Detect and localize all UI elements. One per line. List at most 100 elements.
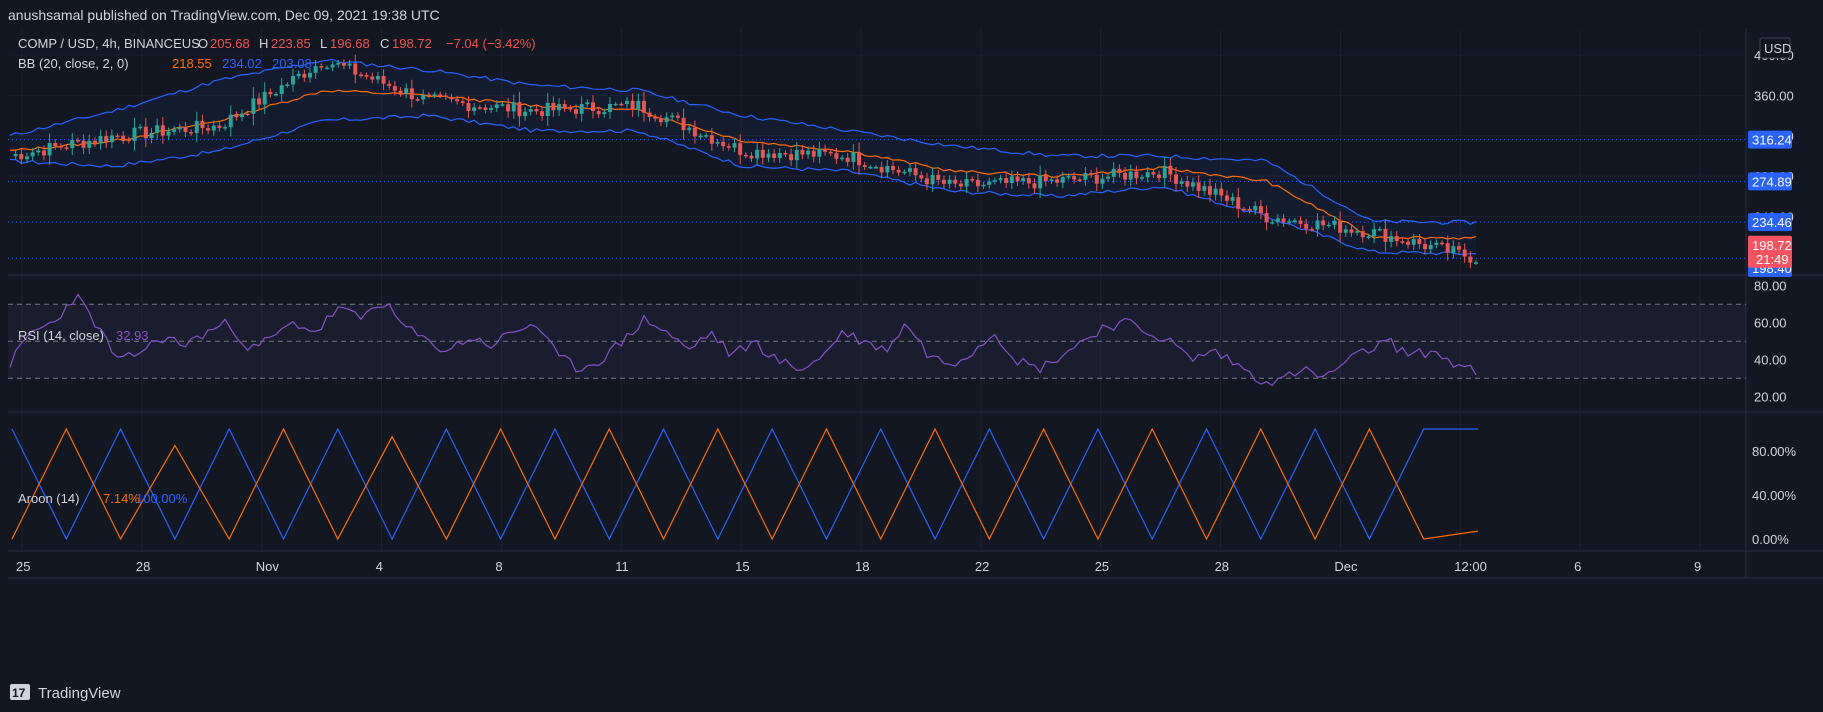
ohlc-low-value: 196.68 (330, 36, 370, 51)
currency-label: USD (1764, 41, 1791, 56)
candle-body (777, 153, 782, 158)
price-badge-text: 234.46 (1752, 215, 1792, 230)
time-tick-label: 28 (136, 559, 150, 574)
time-tick-label: Nov (256, 559, 280, 574)
time-tick-label: 22 (975, 559, 989, 574)
bb-legend-label[interactable]: BB (20, close, 2, 0) (18, 56, 129, 71)
ohlc-open-label: O (198, 36, 208, 51)
candle-body (1332, 220, 1337, 225)
aroon-legend: Aroon (14) 7.14% 100.00% (18, 491, 188, 506)
bb-band-area (10, 59, 1476, 255)
candle-body (823, 148, 828, 152)
candle-body (1009, 176, 1014, 184)
price-tick-label: 360.00 (1754, 88, 1794, 103)
candle-body (766, 153, 771, 158)
time-tick-label: 11 (615, 559, 629, 574)
candle-body (738, 143, 743, 155)
candle-body (1338, 220, 1343, 233)
candle-body (941, 179, 946, 184)
time-tick-label: 25 (1095, 559, 1109, 574)
candle-body (1049, 179, 1054, 181)
candle-body (1406, 241, 1411, 245)
candle-body (1423, 243, 1428, 250)
rsi-tick-label: 40.00 (1754, 353, 1787, 368)
candle-body (851, 152, 856, 162)
candle-body (1213, 188, 1218, 195)
candle-body (347, 63, 352, 66)
candle-body (466, 102, 471, 112)
candle-body (217, 125, 222, 129)
price-badge (1748, 172, 1792, 191)
ohlc-low-label: L (320, 36, 327, 51)
candle-body (1055, 179, 1060, 183)
candle-body (1202, 186, 1207, 191)
candle-body (302, 73, 307, 78)
candle-body (619, 103, 624, 106)
candle-body (53, 142, 58, 146)
candle-body (953, 179, 958, 184)
candle-body (1253, 206, 1258, 211)
symbol-label[interactable]: COMP / USD, 4h, BINANCEUS (18, 36, 200, 51)
candle-body (1196, 182, 1201, 191)
candle-body (1366, 236, 1371, 239)
candle-body (1298, 220, 1303, 224)
currency-button[interactable]: USD (1759, 37, 1791, 59)
candle-body (138, 126, 143, 129)
candle-body (75, 140, 80, 142)
candle-body (104, 136, 109, 143)
candle-body (160, 125, 165, 136)
bb-band-fill (10, 59, 1476, 255)
candle-body (721, 141, 726, 147)
tradingview-logo[interactable]: 17 TradingView (10, 684, 121, 702)
candle-body (370, 76, 375, 80)
candle-body (1462, 249, 1467, 257)
price-legend: COMP / USD, 4h, BINANCEUS O 205.68 H 223… (18, 36, 536, 71)
candle-body (336, 62, 341, 65)
candle-body (1417, 239, 1422, 244)
candle-body (1230, 197, 1235, 201)
candle-body (206, 128, 211, 131)
time-tick-label: 9 (1694, 559, 1701, 574)
candle-body (460, 101, 465, 103)
candle-body (98, 136, 103, 144)
candle-body (664, 117, 669, 123)
candle-body (919, 175, 924, 179)
candle-body (257, 98, 262, 105)
candle-body (1247, 208, 1252, 211)
candle-body (896, 169, 901, 173)
rsi-tick-label: 80.00 (1754, 279, 1787, 294)
candle-body (172, 129, 177, 132)
candle-body (143, 126, 148, 139)
candle-body (806, 150, 811, 155)
candle-body (591, 102, 596, 112)
candle-body (285, 84, 290, 87)
candle-body (398, 90, 403, 94)
candle-body (432, 94, 437, 96)
candle-body (274, 93, 279, 96)
rsi-legend-label[interactable]: RSI (14, close) (18, 328, 104, 343)
aroon-legend-label[interactable]: Aroon (14) (18, 491, 79, 506)
candle-body (585, 102, 590, 105)
candle-body (1117, 168, 1122, 173)
candle-body (500, 104, 505, 106)
candle-body (845, 157, 850, 162)
time-tick-label: 18 (855, 559, 869, 574)
candle-body (1179, 181, 1184, 184)
candle-body (992, 180, 997, 182)
candle-body (126, 139, 131, 142)
candle-body (947, 179, 952, 184)
candle-body (364, 75, 369, 77)
candle-body (647, 112, 652, 117)
candle-body (811, 150, 816, 157)
candles (13, 54, 1478, 269)
candle-body (1445, 243, 1450, 253)
candle-body (245, 113, 250, 116)
rsi-tick-label: 60.00 (1754, 316, 1787, 331)
time-tick-label: 6 (1574, 559, 1581, 574)
ohlc-close-value: 198.72 (392, 36, 432, 51)
candle-body (1140, 177, 1145, 179)
candle-body (404, 88, 409, 94)
candle-body (87, 140, 92, 148)
time-axis: 25 28 Nov 4 8 11 15 18 22 25 28 Dec 12:00 6 9 (16, 559, 1701, 574)
